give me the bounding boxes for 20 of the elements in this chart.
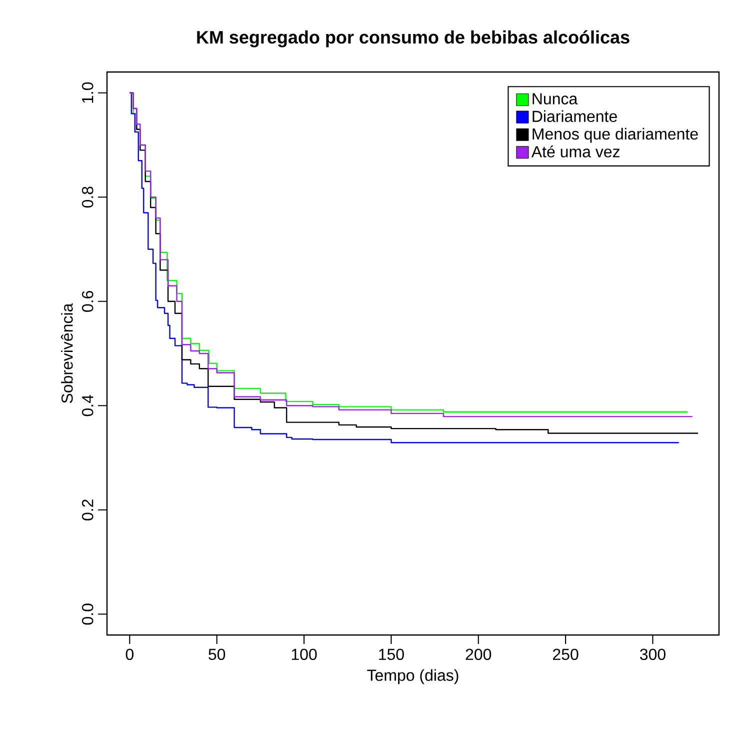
legend-label: Menos que diariamente: [532, 128, 698, 143]
y-tick-label: 0.2: [82, 500, 94, 520]
x-axis-title: Tempo (dias): [367, 669, 458, 684]
x-tick-label: 150: [379, 648, 404, 660]
y-tick-label: 0.6: [82, 290, 94, 312]
x-tick-label: 100: [292, 648, 317, 660]
y-tick-label: 1.0: [82, 82, 94, 103]
legend-label: Diariamente: [532, 110, 617, 122]
legend-label: Nunca: [532, 93, 578, 104]
x-tick-label: 300: [640, 648, 666, 660]
x-tick-label: 200: [466, 648, 492, 660]
chart-title: KM segregado por consumo de bebibas alcoólicas: [197, 30, 630, 48]
y-tick-label: 0.8: [82, 186, 94, 208]
x-tick-label: 250: [553, 648, 578, 660]
x-tick-label: 0: [126, 648, 134, 660]
legend-label: Até uma vez: [531, 145, 620, 158]
y-tick-label: 0.0: [82, 604, 94, 625]
x-tick-label: 50: [208, 648, 226, 660]
y-axis-title: Sobrevivência: [61, 303, 73, 404]
y-tick-label: 0.4: [82, 394, 94, 416]
